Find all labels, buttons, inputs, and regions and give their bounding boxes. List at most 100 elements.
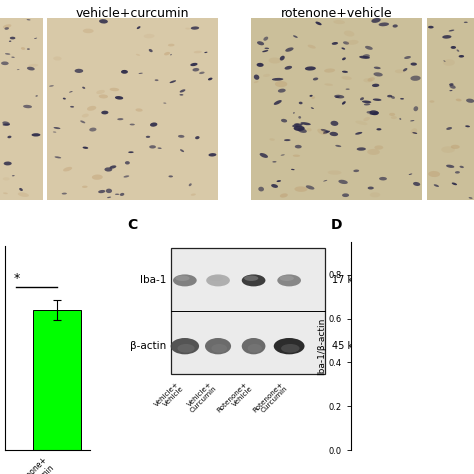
- Ellipse shape: [247, 344, 262, 353]
- Ellipse shape: [442, 35, 451, 39]
- Ellipse shape: [180, 89, 185, 92]
- Ellipse shape: [364, 103, 370, 105]
- Ellipse shape: [18, 192, 29, 197]
- Ellipse shape: [36, 95, 38, 97]
- Ellipse shape: [367, 149, 380, 155]
- Ellipse shape: [115, 96, 123, 100]
- Ellipse shape: [356, 147, 366, 151]
- Ellipse shape: [264, 36, 268, 41]
- Ellipse shape: [389, 113, 395, 116]
- Ellipse shape: [242, 338, 265, 355]
- Ellipse shape: [410, 63, 417, 65]
- Ellipse shape: [446, 164, 455, 168]
- Text: 45 kDa: 45 kDa: [332, 341, 366, 351]
- Ellipse shape: [346, 40, 359, 45]
- Ellipse shape: [192, 68, 199, 72]
- Ellipse shape: [178, 135, 184, 138]
- Ellipse shape: [281, 119, 287, 122]
- Ellipse shape: [138, 73, 143, 74]
- Ellipse shape: [195, 136, 200, 139]
- Ellipse shape: [99, 94, 108, 99]
- Ellipse shape: [9, 41, 11, 42]
- Ellipse shape: [62, 192, 67, 194]
- Ellipse shape: [164, 52, 170, 55]
- Ellipse shape: [204, 52, 208, 53]
- Ellipse shape: [285, 47, 293, 52]
- Ellipse shape: [341, 47, 345, 50]
- Ellipse shape: [301, 122, 311, 125]
- Ellipse shape: [353, 170, 359, 172]
- Text: Rotenone+
Curcumin: Rotenone+ Curcumin: [251, 381, 289, 418]
- Ellipse shape: [211, 344, 227, 353]
- Ellipse shape: [209, 275, 223, 281]
- Ellipse shape: [96, 90, 105, 94]
- Ellipse shape: [269, 57, 281, 64]
- Ellipse shape: [83, 28, 94, 33]
- Ellipse shape: [54, 127, 60, 129]
- Ellipse shape: [80, 120, 85, 123]
- Ellipse shape: [34, 38, 37, 39]
- Ellipse shape: [434, 184, 439, 187]
- Ellipse shape: [274, 100, 282, 105]
- Ellipse shape: [293, 155, 300, 157]
- Ellipse shape: [280, 55, 285, 61]
- Ellipse shape: [27, 48, 30, 50]
- Ellipse shape: [170, 54, 172, 55]
- Ellipse shape: [53, 56, 62, 61]
- Ellipse shape: [277, 274, 301, 286]
- Ellipse shape: [4, 162, 12, 165]
- Ellipse shape: [185, 27, 190, 29]
- Ellipse shape: [82, 87, 85, 89]
- Ellipse shape: [171, 338, 199, 355]
- Ellipse shape: [329, 132, 338, 136]
- Ellipse shape: [362, 100, 371, 103]
- Ellipse shape: [82, 114, 89, 118]
- Ellipse shape: [177, 344, 195, 353]
- Text: rotenone+vehicle: rotenone+vehicle: [281, 7, 392, 20]
- Ellipse shape: [11, 56, 15, 58]
- Ellipse shape: [369, 113, 378, 115]
- Ellipse shape: [180, 94, 183, 96]
- Ellipse shape: [387, 95, 392, 97]
- Ellipse shape: [74, 69, 83, 73]
- Ellipse shape: [460, 166, 464, 168]
- Ellipse shape: [157, 147, 162, 149]
- Bar: [171, 247, 325, 374]
- Bar: [33, 310, 81, 450]
- Ellipse shape: [356, 120, 367, 125]
- Ellipse shape: [4, 27, 9, 30]
- Ellipse shape: [373, 99, 382, 101]
- Ellipse shape: [448, 29, 455, 31]
- Ellipse shape: [264, 47, 269, 49]
- Ellipse shape: [342, 101, 346, 105]
- Ellipse shape: [294, 186, 308, 192]
- Ellipse shape: [27, 19, 30, 20]
- Ellipse shape: [310, 95, 313, 97]
- Ellipse shape: [459, 55, 464, 57]
- Ellipse shape: [449, 83, 454, 86]
- Ellipse shape: [399, 118, 401, 120]
- Ellipse shape: [299, 101, 302, 104]
- Ellipse shape: [308, 45, 316, 49]
- Ellipse shape: [428, 171, 440, 177]
- Y-axis label: Iba-1/β-actin: Iba-1/β-actin: [317, 317, 326, 375]
- Ellipse shape: [374, 73, 383, 76]
- Ellipse shape: [456, 99, 462, 101]
- Ellipse shape: [17, 69, 19, 70]
- Ellipse shape: [392, 24, 398, 27]
- Ellipse shape: [1, 62, 9, 65]
- Ellipse shape: [443, 60, 446, 62]
- Ellipse shape: [346, 89, 350, 90]
- Ellipse shape: [117, 118, 123, 120]
- Ellipse shape: [28, 64, 38, 67]
- Ellipse shape: [344, 30, 355, 36]
- Ellipse shape: [291, 169, 295, 170]
- Ellipse shape: [21, 47, 25, 50]
- Ellipse shape: [191, 27, 199, 30]
- Ellipse shape: [306, 185, 314, 190]
- Ellipse shape: [124, 175, 129, 178]
- Ellipse shape: [206, 274, 230, 286]
- Ellipse shape: [107, 197, 111, 198]
- Ellipse shape: [412, 132, 417, 134]
- Ellipse shape: [242, 274, 265, 286]
